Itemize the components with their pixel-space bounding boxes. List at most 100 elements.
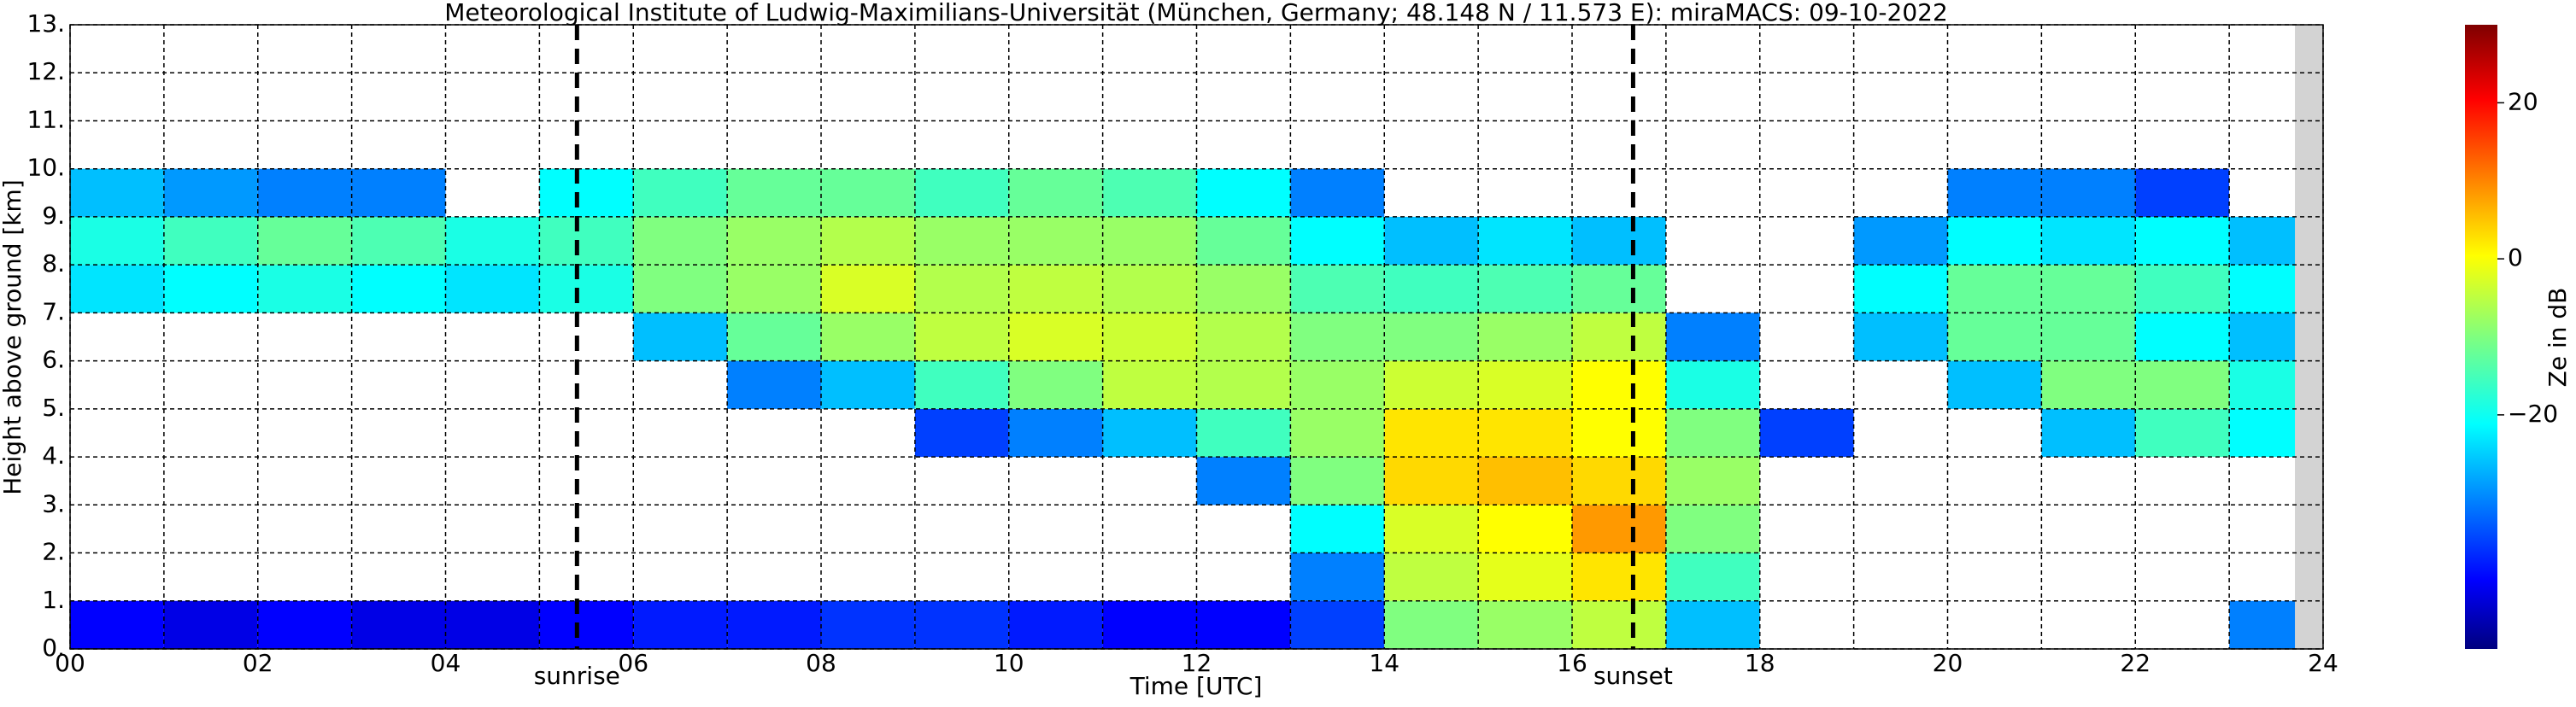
x-tick-label: 20 xyxy=(1933,649,1963,677)
y-tick-label: 9. xyxy=(42,202,65,230)
reflectivity-cell xyxy=(1572,313,1666,361)
reflectivity-cell xyxy=(1853,265,1948,313)
reflectivity-cell xyxy=(2041,216,2136,266)
y-tick-label: 11. xyxy=(26,105,65,133)
reflectivity-cell xyxy=(1290,265,1385,313)
reflectivity-cell xyxy=(1478,408,1572,458)
reflectivity-cell xyxy=(70,265,164,313)
reflectivity-cell xyxy=(633,313,728,361)
reflectivity-cell xyxy=(1665,552,1760,601)
reflectivity-cell xyxy=(727,360,821,409)
y-tick-label: 6. xyxy=(42,346,65,374)
reflectivity-cell xyxy=(1947,313,2042,361)
reflectivity-cell xyxy=(1008,168,1103,217)
y-tick-label: 2. xyxy=(42,538,65,566)
reflectivity-cell xyxy=(2041,360,2136,409)
event-label: sunset xyxy=(1593,662,1673,690)
reflectivity-cell xyxy=(1759,408,1854,458)
reflectivity-cell xyxy=(821,360,915,409)
reflectivity-cell xyxy=(1102,600,1197,649)
reflectivity-cell xyxy=(1196,168,1291,217)
reflectivity-cell xyxy=(257,265,352,313)
reflectivity-cell xyxy=(2135,360,2230,409)
chart-title: Meteorological Institute of Ludwig-Maxim… xyxy=(444,0,1948,26)
reflectivity-cell xyxy=(163,168,258,217)
reflectivity-cell xyxy=(2135,408,2230,458)
reflectivity-cell xyxy=(351,216,446,266)
reflectivity-cell xyxy=(1947,265,2042,313)
reflectivity-cell xyxy=(1572,216,1666,266)
reflectivity-cell xyxy=(163,216,258,266)
plot-frame xyxy=(69,24,2324,650)
y-tick-label: 4. xyxy=(42,441,65,470)
reflectivity-cell xyxy=(1572,265,1666,313)
reflectivity-cell xyxy=(1102,408,1197,458)
no-data-region xyxy=(2295,25,2323,649)
reflectivity-cell xyxy=(1008,408,1103,458)
reflectivity-cell xyxy=(727,168,821,217)
reflectivity-cell xyxy=(257,216,352,266)
event-label: sunrise xyxy=(534,662,620,690)
reflectivity-cell xyxy=(1196,600,1291,649)
reflectivity-cell xyxy=(727,600,821,649)
reflectivity-cell xyxy=(1102,168,1197,217)
y-tick-label: 5. xyxy=(42,394,65,422)
reflectivity-cell xyxy=(163,600,258,649)
reflectivity-cell xyxy=(914,408,1009,458)
x-tick-label: 02 xyxy=(243,649,273,677)
reflectivity-cell xyxy=(1290,552,1385,601)
reflectivity-cell xyxy=(1384,360,1479,409)
reflectivity-cell xyxy=(1947,216,2042,266)
reflectivity-cell xyxy=(1290,360,1385,409)
reflectivity-cell xyxy=(1008,313,1103,361)
y-tick-label: 1. xyxy=(42,586,65,614)
reflectivity-cell xyxy=(1947,168,2042,217)
reflectivity-cell xyxy=(257,168,352,217)
y-tick-label: 8. xyxy=(42,249,65,278)
reflectivity-cell xyxy=(727,265,821,313)
reflectivity-cell xyxy=(821,265,915,313)
reflectivity-cell xyxy=(821,313,915,361)
y-tick-label: 0. xyxy=(42,634,65,662)
reflectivity-cell xyxy=(1384,552,1479,601)
reflectivity-cell xyxy=(1384,216,1479,266)
reflectivity-cell xyxy=(1196,360,1291,409)
reflectivity-cell xyxy=(1572,360,1666,409)
colorbar-label: Ze in dB xyxy=(2544,288,2572,388)
reflectivity-cell xyxy=(2135,313,2230,361)
reflectivity-cell xyxy=(257,600,352,649)
y-axis-label: Height above ground [km] xyxy=(0,179,26,495)
reflectivity-cell xyxy=(914,360,1009,409)
x-tick-label: 16 xyxy=(1557,649,1587,677)
reflectivity-cell xyxy=(1665,360,1760,409)
reflectivity-cell xyxy=(1008,265,1103,313)
reflectivity-cell xyxy=(2135,168,2230,217)
reflectivity-cell xyxy=(1384,457,1479,505)
reflectivity-cell xyxy=(2135,216,2230,266)
reflectivity-cell xyxy=(821,600,915,649)
reflectivity-cell xyxy=(539,168,634,217)
colorbar-tick-label: −20 xyxy=(2508,400,2558,428)
x-tick-label: 04 xyxy=(431,649,461,677)
reflectivity-cell xyxy=(1665,313,1760,361)
y-tick-label: 13. xyxy=(26,9,65,38)
y-tick-label: 10. xyxy=(26,154,65,182)
reflectivity-cell xyxy=(1384,600,1479,649)
reflectivity-cell xyxy=(445,216,540,266)
reflectivity-cell xyxy=(914,216,1009,266)
reflectivity-cell xyxy=(539,600,634,649)
reflectivity-cell xyxy=(1853,216,1948,266)
reflectivity-cell xyxy=(445,265,540,313)
reflectivity-cell xyxy=(1478,457,1572,505)
reflectivity-cell xyxy=(1478,360,1572,409)
reflectivity-cell xyxy=(351,168,446,217)
reflectivity-cell xyxy=(70,216,164,266)
reflectivity-cell xyxy=(2041,408,2136,458)
x-tick-label: 14 xyxy=(1369,649,1399,677)
reflectivity-cell xyxy=(351,265,446,313)
reflectivity-cell xyxy=(1572,505,1666,553)
x-tick-label: 24 xyxy=(2308,649,2338,677)
reflectivity-cell xyxy=(633,600,728,649)
